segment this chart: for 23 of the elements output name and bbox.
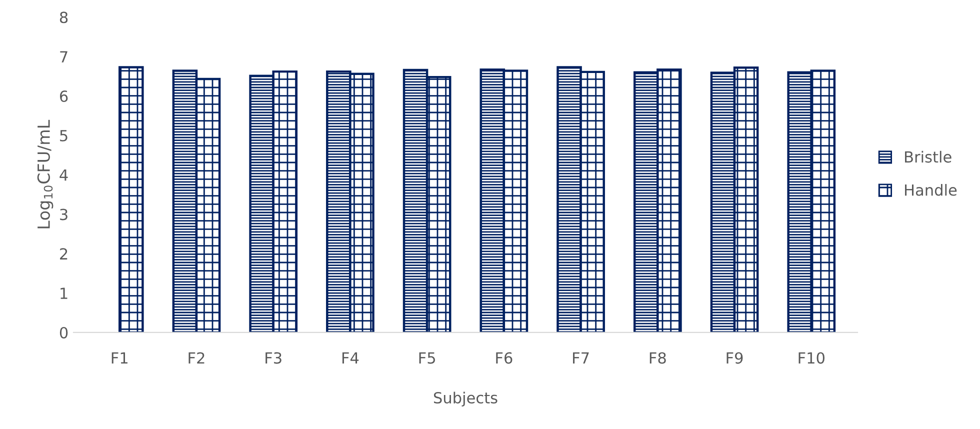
legend-label: Bristle bbox=[905, 150, 952, 163]
x-tick-label: F6 bbox=[496, 352, 512, 364]
x-tick-label: F5 bbox=[419, 352, 435, 364]
x-tick-label: F7 bbox=[573, 352, 589, 364]
y-axis-title: Log$_{10}$CFU/mL bbox=[37, 120, 54, 228]
legend-label: Handle bbox=[905, 184, 957, 196]
y-tick-label: 4 bbox=[60, 169, 68, 181]
y-tick-label: 0 bbox=[60, 326, 68, 338]
y-tick-label: 1 bbox=[60, 288, 68, 299]
y-tick-label: 3 bbox=[60, 208, 68, 220]
x-tick-label: F9 bbox=[726, 352, 743, 364]
x-tick-label: F4 bbox=[342, 352, 359, 364]
y-tick-label: 2 bbox=[60, 248, 68, 260]
x-tick-label: F1 bbox=[112, 352, 128, 364]
y-tick-label: 7 bbox=[60, 51, 68, 62]
x-tick-label: F2 bbox=[188, 352, 204, 364]
x-axis-title: Subjects bbox=[434, 392, 498, 406]
x-tick-label: F3 bbox=[266, 352, 282, 364]
x-tick-label: F8 bbox=[650, 352, 666, 364]
y-tick-label: 8 bbox=[60, 12, 68, 24]
x-tick-label: F10 bbox=[798, 352, 824, 364]
y-tick-label: 6 bbox=[60, 90, 68, 102]
y-tick-label: 5 bbox=[60, 130, 68, 142]
